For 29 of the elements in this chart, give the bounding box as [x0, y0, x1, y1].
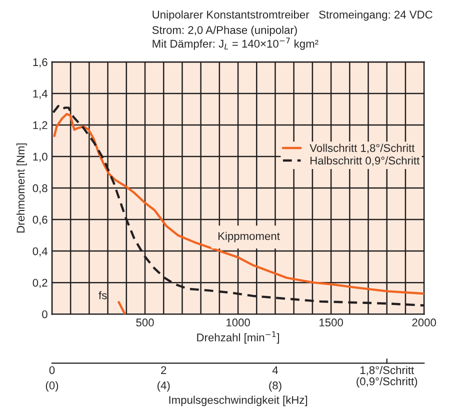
chart-subtitle: Strom: 2,0 A/Phase (unipolar) Mit Dämpfer: J$_{L}$ = 140×10$^{−7}$ kgm² [152, 26, 318, 50]
y-tick-label: 1,2 [33, 121, 48, 130]
chart-title: Unipolarer Konstantstromtreiber Stromeingang: 24 VDC [152, 10, 432, 21]
y-tick-label: 1,0 [33, 152, 48, 162]
x-tick-label: 2000 [412, 318, 436, 326]
legend-label: Vollschritt 1,8°/Schritt [310, 144, 415, 154]
y-tick-label: 0,6 [32, 216, 48, 225]
y-tick-label: 0,2 [32, 278, 48, 288]
x-tick-label: 500 [136, 318, 154, 326]
annotation: Kippmoment [218, 232, 280, 242]
y-tick-label: 0 [42, 310, 48, 318]
x2-axis-title: Impulsgeschwindigkeit [kHz] [169, 396, 308, 406]
annotation: fs [98, 291, 107, 300]
y-tick-label: 0,8 [32, 184, 48, 194]
y-tick-label: 0,4 [32, 247, 48, 257]
x-axis-title: Drehzahl [min$^{−1}$] [197, 331, 279, 344]
x2-tick-label: 0 [49, 366, 55, 374]
y-axis-title: Drehmoment [Nm] [16, 143, 27, 232]
x2-tick-label: 4 [272, 366, 278, 374]
legend-label: Halbschritt 0,9°/Schritt [310, 156, 420, 166]
text: (4) [158, 381, 170, 392]
y-tick-label: 1,4 [33, 90, 48, 99]
x2-tick-label: 2 [161, 366, 166, 374]
text: (8) [269, 381, 282, 392]
x-tick-label: 1000 [226, 318, 250, 326]
y-tick-label: 1,6 [33, 58, 48, 68]
x-tick-label: 1500 [320, 318, 343, 326]
text: 1,8°/Schritt (0,9°/Schritt) [356, 366, 418, 388]
text: (0) [46, 381, 58, 392]
